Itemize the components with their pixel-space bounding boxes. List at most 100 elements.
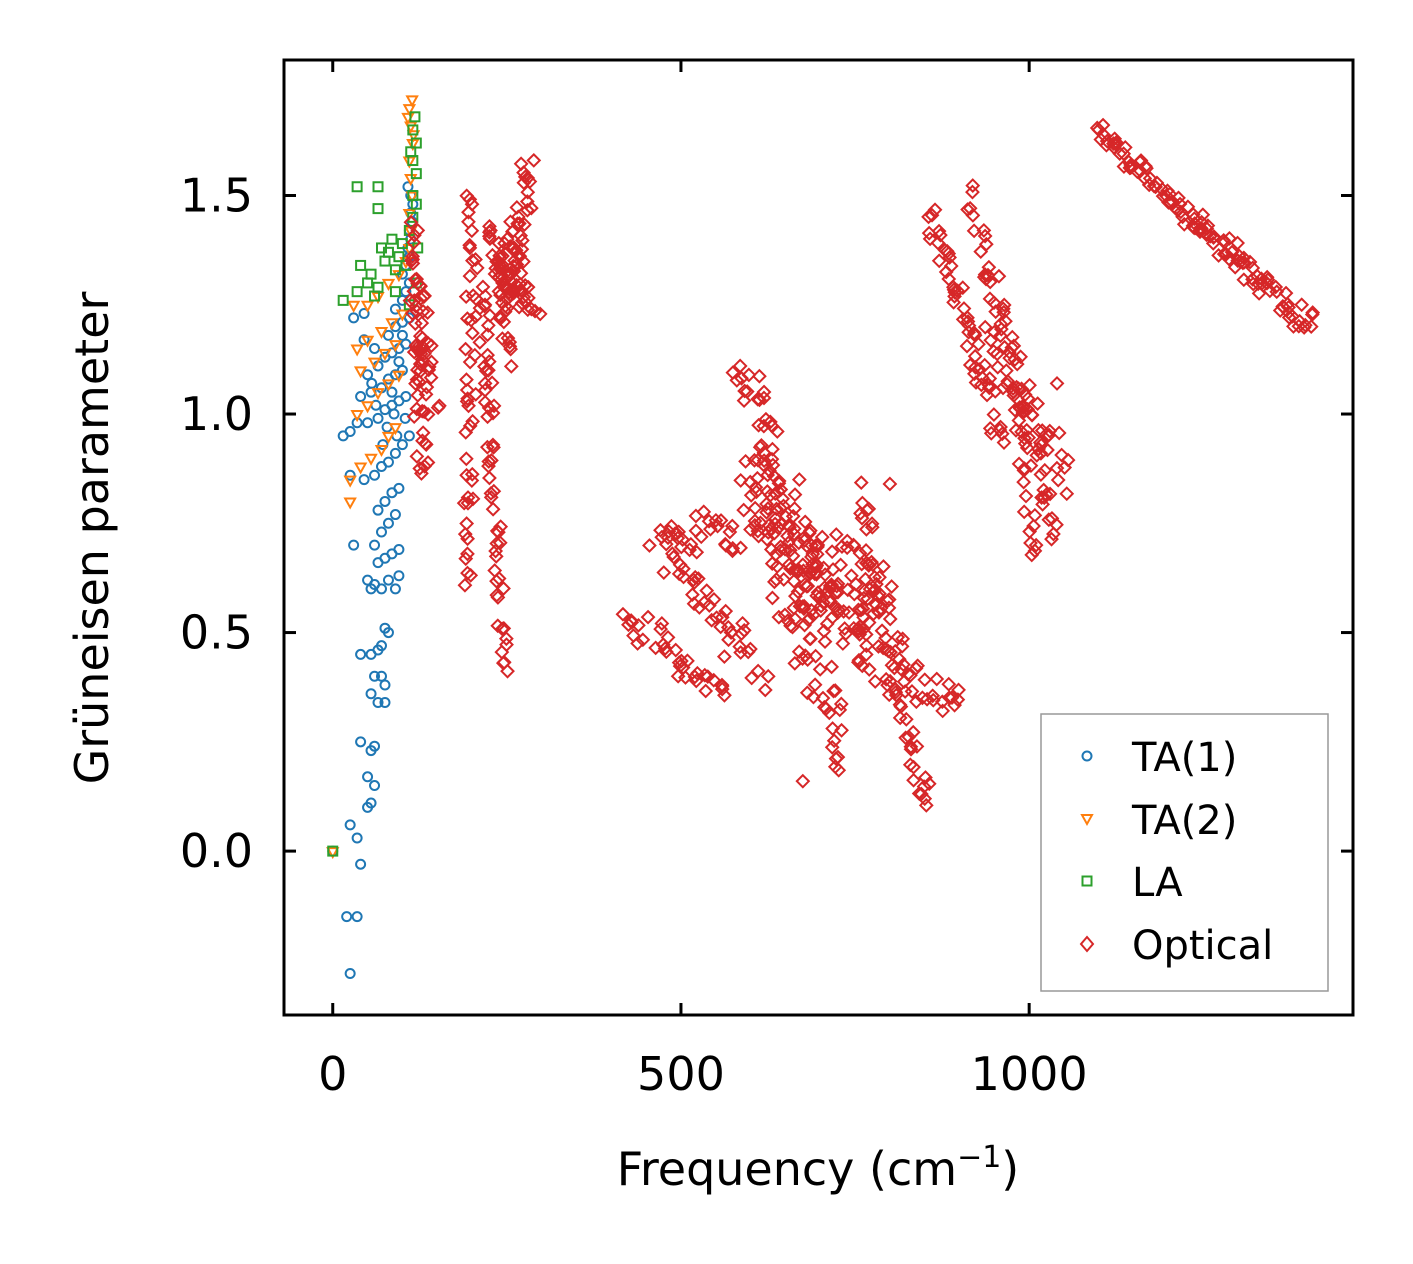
point-ta1 — [393, 544, 405, 556]
point-optical — [980, 267, 996, 283]
point-ta1 — [369, 469, 381, 481]
point-ta2 — [395, 309, 410, 322]
point-optical — [420, 455, 436, 470]
point-optical — [729, 372, 745, 388]
point-optical — [500, 330, 516, 346]
point-optical — [1195, 207, 1211, 223]
point-ta2 — [381, 431, 396, 444]
point-optical — [839, 540, 855, 556]
point-optical — [776, 572, 792, 587]
point-optical — [484, 453, 499, 468]
point-optical — [971, 336, 986, 352]
point-optical — [750, 523, 766, 539]
point-optical — [747, 500, 763, 516]
point-optical — [458, 424, 474, 440]
point-ta1 — [379, 696, 391, 708]
point-optical — [989, 346, 1005, 362]
point-optical — [680, 653, 695, 669]
point-la — [382, 246, 394, 258]
point-optical — [468, 386, 484, 402]
point-ta2 — [371, 388, 385, 401]
x-tick-label: 500 — [637, 1047, 725, 1101]
point-optical — [423, 338, 439, 354]
point-ta1 — [372, 504, 384, 516]
point-optical — [800, 652, 816, 668]
point-ta1 — [403, 430, 415, 442]
point-optical — [486, 483, 502, 499]
point-optical — [935, 703, 951, 719]
point-optical — [481, 470, 497, 486]
point-optical — [1107, 131, 1123, 147]
point-optical — [738, 453, 753, 469]
point-optical — [977, 228, 993, 244]
point-ta1 — [396, 439, 408, 451]
point-optical — [1054, 447, 1070, 463]
point-optical — [834, 722, 849, 738]
point-optical — [791, 535, 807, 551]
point-optical — [409, 448, 425, 464]
point-optical — [771, 609, 787, 625]
point-optical — [867, 674, 883, 689]
point-optical — [870, 603, 886, 619]
legend-label: LA — [1132, 860, 1183, 906]
point-optical — [810, 537, 826, 553]
point-ta2 — [371, 292, 385, 305]
point-optical — [406, 235, 422, 250]
point-optical — [708, 512, 724, 528]
point-optical — [1041, 512, 1057, 528]
point-optical — [944, 690, 960, 706]
point-optical — [950, 692, 966, 708]
point-optical — [503, 341, 519, 357]
point-ta2 — [350, 344, 364, 357]
point-optical — [406, 227, 422, 243]
y-tick-label: 1.5 — [180, 168, 253, 222]
point-optical — [826, 733, 842, 749]
point-ta1 — [382, 329, 394, 341]
point-ta1 — [369, 342, 381, 354]
point-optical — [1269, 284, 1285, 300]
point-optical — [494, 621, 510, 637]
point-ta1 — [344, 967, 356, 979]
point-optical — [409, 271, 425, 287]
point-optical — [1026, 518, 1041, 534]
point-optical — [1230, 235, 1246, 251]
data-marks — [326, 95, 1321, 979]
point-optical — [478, 363, 494, 379]
point-optical — [835, 636, 851, 651]
point-la — [393, 251, 405, 263]
point-optical — [489, 536, 505, 551]
point-ta1 — [377, 439, 389, 451]
point-optical — [752, 392, 767, 408]
point-optical — [703, 521, 718, 537]
point-optical — [472, 334, 488, 350]
legend-item-ta1: TA(1) — [1081, 735, 1237, 781]
point-ta1 — [365, 688, 377, 700]
point-optical — [509, 257, 525, 273]
point-optical — [756, 445, 772, 461]
point-la — [396, 238, 408, 250]
point-optical — [412, 461, 428, 476]
point-optical — [409, 362, 425, 378]
point-optical — [527, 303, 543, 319]
point-ta1 — [362, 417, 374, 429]
point-la — [372, 281, 384, 293]
point-optical — [822, 594, 838, 610]
point-optical — [513, 283, 529, 298]
point-optical — [511, 216, 527, 231]
point-ta2 — [404, 174, 418, 187]
point-ta1 — [362, 574, 374, 586]
point-ta2 — [381, 379, 396, 392]
legend-marker-square — [1081, 875, 1093, 887]
point-optical — [850, 654, 866, 670]
point-optical — [481, 362, 496, 378]
point-optical — [960, 314, 976, 329]
point-optical — [802, 631, 818, 647]
point-ta2 — [392, 270, 406, 283]
point-optical — [821, 705, 837, 721]
point-optical — [502, 268, 518, 283]
point-la — [351, 181, 363, 193]
point-ta1 — [369, 740, 381, 752]
point-optical — [759, 531, 775, 547]
point-ta1 — [355, 391, 367, 403]
point-optical — [906, 772, 921, 788]
